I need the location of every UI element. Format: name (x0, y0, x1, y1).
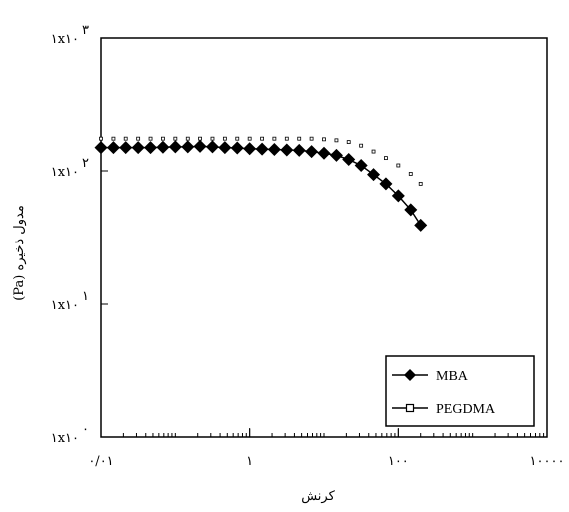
mba-point (367, 168, 381, 182)
pegdma-point (99, 136, 103, 141)
pegdma-point (384, 156, 388, 161)
y-tick-label: ۱x۱۰ (51, 32, 79, 47)
y-tick-exponent: ۳ (82, 23, 89, 38)
mba-point (391, 189, 405, 203)
pegdma-point (284, 136, 289, 141)
pegdma-point (408, 172, 413, 176)
pegdma-point (173, 136, 178, 141)
pegdma-point (322, 137, 326, 142)
pegdma-point (359, 143, 364, 148)
pegdma-point (396, 163, 401, 168)
y-tick-label: ۱x۱۰ (51, 298, 79, 313)
legend-pegdma-label: PEGDMA (436, 402, 496, 417)
legend-pegdma-marker (405, 403, 415, 413)
pegdma-point (222, 136, 227, 141)
mba-point (131, 141, 145, 155)
mba-point (404, 203, 418, 217)
mba-point (414, 218, 428, 232)
mba-point (205, 140, 219, 154)
pegdma-point (210, 136, 215, 141)
pegdma-point (123, 136, 128, 141)
mba-point (168, 140, 182, 154)
pegdma-point (148, 136, 153, 141)
x-axis-title: کرنش (301, 489, 335, 504)
pegdma-point (418, 181, 423, 186)
mba-point (243, 142, 257, 156)
x-tick-label: ۱۰۰ (388, 454, 409, 469)
pegdma-point (260, 136, 265, 141)
x-tick-label: ۱ (246, 454, 253, 469)
pegdma-point (334, 138, 339, 143)
mba-point (193, 139, 207, 153)
pegdma-point (185, 136, 190, 141)
pegdma-point (371, 149, 376, 154)
pegdma-point (198, 136, 202, 141)
mba-line (101, 145, 422, 226)
legend-mba-label: MBA (436, 369, 469, 384)
mba-point (144, 141, 158, 155)
legend-mba-marker (404, 369, 416, 381)
pegdma-point (272, 136, 277, 141)
pegdma-point (309, 136, 314, 141)
mba-point (218, 141, 232, 155)
mba-point (305, 145, 319, 159)
mba-point (354, 158, 368, 172)
mba-point (267, 143, 281, 157)
mba-point (94, 141, 108, 155)
pegdma-point (111, 136, 116, 141)
mba-point (156, 140, 170, 154)
y-axis-title: (Pa) مدول ذخیره (12, 205, 27, 301)
pegdma-point (247, 136, 252, 141)
mba-point (181, 140, 195, 154)
pegdma-point (161, 136, 165, 141)
x-tick-label: ۰/۰۱ (88, 454, 113, 469)
x-tick-label: ۱۰۰۰۰ (530, 454, 565, 469)
y-tick-exponent: ۰ (82, 422, 89, 437)
y-tick-label: ۱x۱۰ (51, 165, 79, 180)
y-tick-exponent: ۱ (82, 289, 89, 304)
series-layer (94, 136, 428, 232)
pegdma-point (297, 136, 302, 141)
pegdma-point (136, 136, 141, 141)
legend-box (385, 355, 535, 427)
mba-point (255, 142, 269, 156)
y-tick-exponent: ۲ (82, 156, 89, 171)
mba-point (292, 143, 306, 157)
pegdma-point (235, 136, 240, 141)
pegdma-point (346, 140, 351, 144)
mba-point (230, 141, 244, 155)
mba-point (119, 141, 133, 155)
mba-point (379, 177, 393, 191)
mba-point (317, 146, 331, 160)
y-tick-label: ۱x۱۰ (51, 431, 79, 446)
mba-point (106, 141, 120, 155)
mba-point (280, 143, 294, 157)
mba-point (342, 153, 356, 167)
legend: MBA PEGDMA (385, 355, 535, 427)
mba-point (329, 148, 343, 162)
